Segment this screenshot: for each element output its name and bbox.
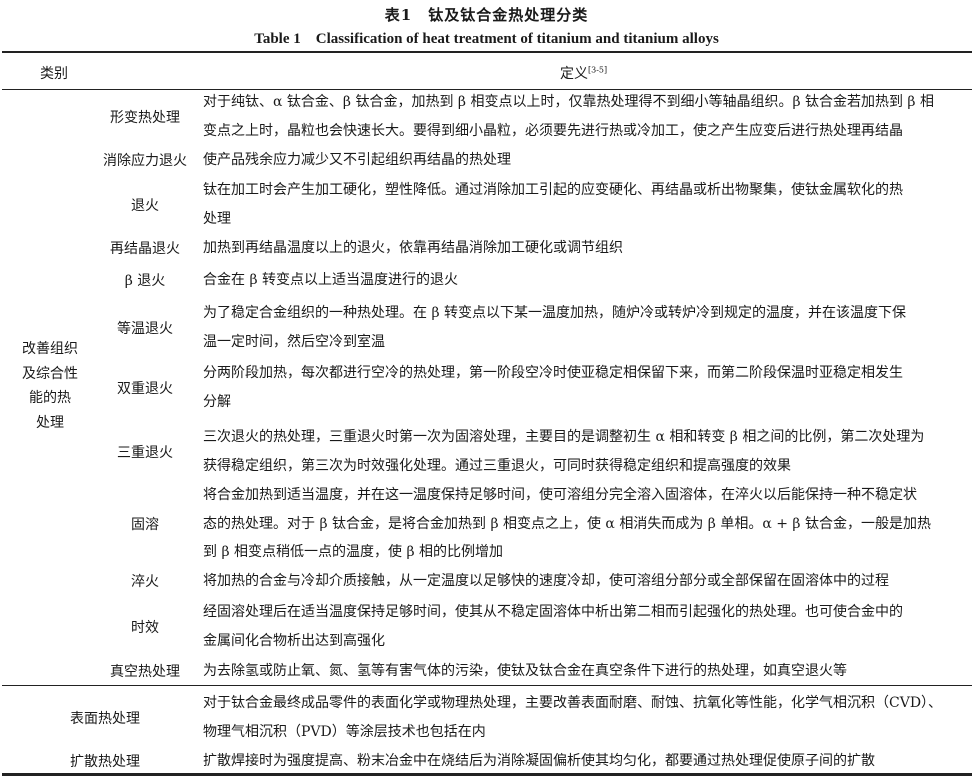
definition-line: 三次退火的热处理，三重退火时第一次为固溶处理，主要目的是调整初生 α 相和转变 … — [203, 429, 925, 445]
header-rule — [2, 89, 972, 90]
group-label-line: 能的热 — [29, 390, 71, 406]
row-definition: 经固溶处理后在适当温度保持足够时间，使其从不稳定固溶体中析出第二相而引起强化的热… — [203, 598, 973, 655]
definition-line: 将合金加热到适当温度，并在这一温度保持足够时间，使可溶组分完全溶入固溶体，在淬火… — [203, 487, 917, 503]
definition-line: 将加热的合金与冷却介质接触，从一定温度以足够快的速度冷却，使可溶组分部分或全部保… — [203, 573, 889, 589]
definition-line: 分两阶段加热，每次都进行空冷的热处理，第一阶段空冷时使亚稳定相保留下来，而第二阶… — [203, 365, 903, 381]
row-definition: 分两阶段加热，每次都进行空冷的热处理，第一阶段空冷时使亚稳定相保留下来，而第二阶… — [203, 359, 973, 416]
row-definition: 扩散焊接时为强度提高、粉末冶金中在烧结后为消除凝固偏析使其均匀化，都要通过热处理… — [203, 747, 973, 776]
definition-line: 对于钛合金最终成品零件的表面化学或物理热处理，主要改善表面耐磨、耐蚀、抗氧化等性… — [203, 695, 943, 711]
row-category: 真空热处理 — [110, 664, 180, 681]
row-definition: 为去除氢或防止氧、氮、氢等有害气体的污染，使钛及钛合金在真空条件下进行的热处理，… — [203, 657, 973, 686]
row-category: 消除应力退火 — [103, 153, 187, 170]
definition-line: 物理气相沉积（PVD）等涂层技术也包括在内 — [203, 723, 486, 740]
group-label-line: 处理 — [36, 414, 64, 431]
definition-line: 金属间化合物析出达到高强化 — [203, 632, 385, 649]
top-rule — [2, 51, 972, 53]
row-category: 退火 — [131, 197, 159, 214]
row-category: 淬火 — [131, 574, 159, 591]
bottom-rule — [2, 773, 972, 776]
definition-line: 为了稳定合金组织的一种热处理。在 β 转变点以下某一温度加热，随炉冷或转炉冷到规… — [203, 305, 906, 321]
group-label-line: 及综合性 — [22, 365, 78, 382]
row-definition: 加热到再结晶温度以上的退火，依靠再结晶消除加工硬化或调节组织 — [203, 234, 973, 263]
header-category: 类别 — [40, 66, 68, 82]
row-category: 表面热处理 — [70, 710, 140, 727]
definition-line: 为去除氢或防止氧、氮、氢等有害气体的污染，使钛及钛合金在真空条件下进行的热处理，… — [203, 663, 847, 679]
definition-line: 使产品残余应力减少又不引起组织再结晶的热处理 — [203, 152, 511, 168]
row-definition: 将合金加热到适当温度，并在这一温度保持足够时间，使可溶组分完全溶入固溶体，在淬火… — [203, 481, 973, 567]
header-definition-ref: [3-5] — [588, 65, 608, 75]
row-definition: 对于纯钛、α 钛合金、β 钛合金，加热到 β 相变点以上时，仅靠热处理得不到细小… — [203, 88, 973, 145]
definition-line: 经固溶处理后在适当温度保持足够时间，使其从不稳定固溶体中析出第二相而引起强化的热… — [203, 604, 903, 620]
row-category: 等温退火 — [117, 320, 173, 337]
row-category: 扩散热处理 — [70, 754, 140, 771]
definition-line: 合金在 β 转变点以上适当温度进行的退火 — [203, 272, 458, 288]
row-category: 三重退火 — [117, 444, 173, 461]
header-definition-label: 定义 — [560, 66, 588, 82]
row-category: β 退火 — [124, 273, 166, 290]
row-category: 双重退火 — [117, 380, 173, 397]
table-caption-en: Table 1 Classification of heat treatment… — [254, 31, 719, 47]
row-definition: 三次退火的热处理，三重退火时第一次为固溶处理，主要目的是调整初生 α 相和转变 … — [203, 423, 973, 480]
group-label: 改善组织 及综合性 能的热 处理 — [0, 337, 100, 435]
definition-line: 对于纯钛、α 钛合金、β 钛合金，加热到 β 相变点以上时，仅靠热处理得不到细小… — [203, 94, 934, 110]
row-definition: 对于钛合金最终成品零件的表面化学或物理热处理，主要改善表面耐磨、耐蚀、抗氧化等性… — [203, 689, 973, 746]
definition-line: 钛在加工时会产生加工硬化，塑性降低。通过消除加工引起的应变硬化、再结晶或析出物聚… — [203, 182, 903, 198]
row-category: 形变热处理 — [110, 109, 180, 126]
definition-line: 处理 — [203, 210, 231, 227]
group-label-line: 改善组织 — [22, 341, 78, 357]
row-category: 时效 — [131, 619, 159, 636]
definition-line: 态的热处理。对于 β 钛合金，是将合金加热到 β 相变点之上，使 α 相消失而成… — [203, 515, 931, 532]
section-rule — [2, 685, 972, 686]
definition-line: 分解 — [203, 393, 231, 410]
table-caption-cn: 表1 钛及钛合金热处理分类 — [384, 6, 589, 24]
definition-line: 变点之上时，晶粒也会快速长大。要得到细小晶粒，必须要先进行热或冷加工，使之产生应… — [203, 122, 903, 139]
definition-line: 扩散焊接时为强度提高、粉末冶金中在烧结后为消除凝固偏析使其均匀化，都要通过热处理… — [203, 753, 875, 769]
row-definition: 使产品残余应力减少又不引起组织再结晶的热处理 — [203, 146, 973, 175]
definition-line: 获得稳定组织，第三次为时效强化处理。通过三重退火，可同时获得稳定组织和提高强度的… — [203, 457, 791, 474]
row-definition: 钛在加工时会产生加工硬化，塑性降低。通过消除加工引起的应变硬化、再结晶或析出物聚… — [203, 176, 973, 233]
definition-line: 温一定时间，然后空冷到室温 — [203, 333, 385, 350]
definition-line: 加热到再结晶温度以上的退火，依靠再结晶消除加工硬化或调节组织 — [203, 240, 623, 256]
row-definition: 将加热的合金与冷却介质接触，从一定温度以足够快的速度冷却，使可溶组分部分或全部保… — [203, 567, 973, 596]
row-category: 再结晶退火 — [110, 241, 180, 258]
row-category: 固溶 — [131, 516, 159, 533]
definition-line: 到 β 相变点稍低一点的温度，使 β 相的比例增加 — [203, 544, 503, 560]
header-definition: 定义[3-5] — [560, 63, 607, 83]
row-definition: 为了稳定合金组织的一种热处理。在 β 转变点以下某一温度加热，随炉冷或转炉冷到规… — [203, 299, 973, 356]
row-definition: 合金在 β 转变点以上适当温度进行的退火 — [203, 266, 973, 295]
